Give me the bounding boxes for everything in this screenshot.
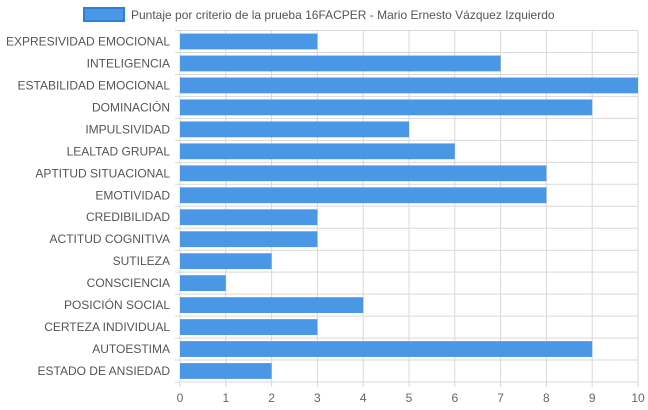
bar[interactable] bbox=[180, 121, 409, 138]
bar[interactable] bbox=[180, 77, 638, 94]
bar[interactable] bbox=[180, 275, 226, 292]
bar[interactable] bbox=[180, 165, 547, 182]
bar[interactable] bbox=[180, 319, 318, 335]
legend-swatch bbox=[83, 7, 125, 22]
category-label: CONSCIENCIA bbox=[87, 276, 170, 290]
legend-label: Puntaje por criterio de la prueba 16FACP… bbox=[131, 8, 555, 22]
category-label: IMPULSIVIDAD bbox=[85, 122, 170, 136]
x-tick-label: 6 bbox=[451, 391, 458, 405]
category-label: SUTILEZA bbox=[113, 254, 170, 268]
x-tick-label: 8 bbox=[543, 391, 550, 405]
bar[interactable] bbox=[180, 209, 318, 226]
category-label: DOMINACIÓN bbox=[92, 99, 170, 114]
x-tick-label: 3 bbox=[314, 391, 321, 405]
x-tick-labels: 0 1 2 3 4 5 6 7 8 9 10 bbox=[177, 391, 645, 405]
bars bbox=[180, 33, 638, 379]
x-tick-label: 4 bbox=[360, 391, 367, 405]
bar[interactable] bbox=[180, 341, 593, 357]
bar[interactable] bbox=[180, 143, 455, 160]
bar[interactable] bbox=[180, 55, 501, 72]
category-labels: EXPRESIVIDAD EMOCIONAL INTELIGENCIA ESTABI… bbox=[6, 34, 170, 378]
category-label: AUTOESTIMA bbox=[92, 342, 170, 356]
category-label: LEALTAD GRUPAL bbox=[67, 144, 171, 158]
category-label: EMOTIVIDAD bbox=[95, 188, 170, 202]
category-label: CREDIBILIDAD bbox=[86, 210, 170, 224]
legend[interactable]: Puntaje por criterio de la prueba 16FACP… bbox=[83, 7, 555, 22]
x-tick-label: 1 bbox=[222, 391, 229, 405]
category-label: CERTEZA INDIVIDUAL bbox=[44, 320, 170, 334]
x-tick-label: 7 bbox=[497, 391, 504, 405]
bar[interactable] bbox=[180, 231, 318, 248]
x-tick-label: 0 bbox=[177, 391, 184, 405]
category-label: POSICIÓN SOCIAL bbox=[64, 297, 170, 312]
bar[interactable] bbox=[180, 253, 272, 270]
x-tick-label: 5 bbox=[406, 391, 413, 405]
x-tick-label: 9 bbox=[589, 391, 596, 405]
category-label: EXPRESIVIDAD EMOCIONAL bbox=[6, 34, 170, 48]
x-tick-label: 10 bbox=[631, 391, 645, 405]
bar[interactable] bbox=[180, 33, 318, 50]
bar[interactable] bbox=[180, 297, 364, 314]
bar[interactable] bbox=[180, 99, 593, 116]
bar[interactable] bbox=[180, 363, 272, 379]
x-tick-label: 2 bbox=[268, 391, 275, 405]
category-label: ESTABILIDAD EMOCIONAL bbox=[18, 78, 171, 92]
category-label: ESTADO DE ANSIEDAD bbox=[38, 364, 171, 378]
category-label: ACTITUD COGNITIVA bbox=[50, 232, 170, 246]
category-label: APTITUD SITUACIONAL bbox=[35, 166, 170, 180]
category-label: INTELIGENCIA bbox=[87, 56, 170, 70]
bar[interactable] bbox=[180, 187, 547, 204]
